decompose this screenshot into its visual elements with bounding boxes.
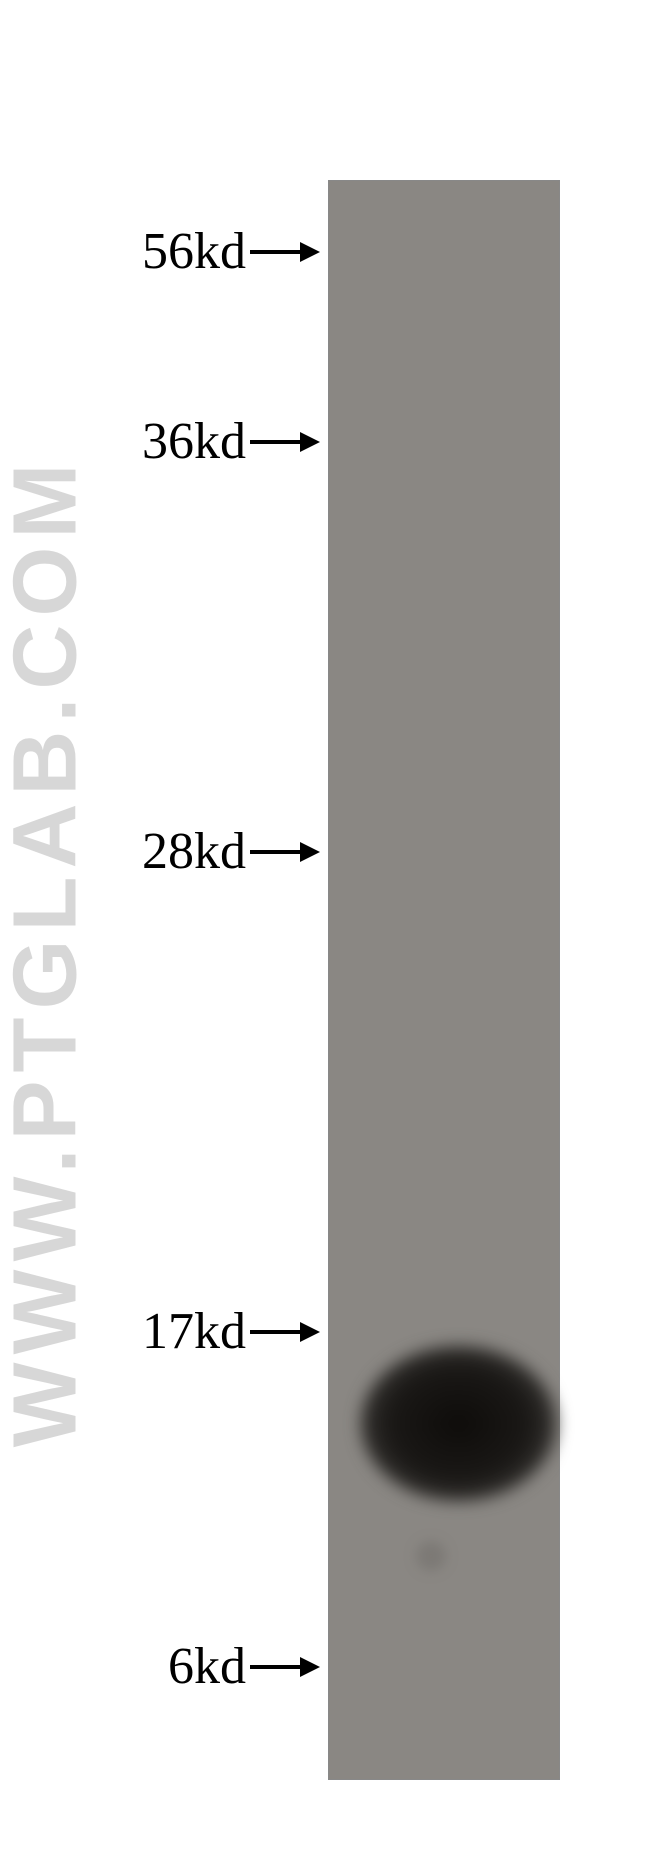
arrow-icon bbox=[250, 427, 320, 457]
marker-text: 56kd bbox=[142, 222, 246, 281]
marker-text: 28kd bbox=[142, 822, 246, 881]
arrow-icon bbox=[250, 1652, 320, 1682]
faint-spot bbox=[416, 1541, 446, 1571]
marker-text: 6kd bbox=[168, 1637, 246, 1696]
blot-lane bbox=[328, 180, 560, 1780]
protein-band bbox=[361, 1346, 556, 1501]
watermark-text: WWW.PTGLAB.COM bbox=[0, 456, 97, 1448]
arrow-icon bbox=[250, 1317, 320, 1347]
arrow-icon bbox=[250, 237, 320, 267]
marker-56kd: 56kd bbox=[35, 222, 320, 281]
arrow-icon bbox=[250, 837, 320, 867]
marker-text: 17kd bbox=[142, 1302, 246, 1361]
blot-figure: WWW.PTGLAB.COM 56kd 36kd 28kd 17kd bbox=[0, 0, 650, 1855]
marker-36kd: 36kd bbox=[35, 412, 320, 471]
watermark-label: WWW.PTGLAB.COM bbox=[0, 456, 95, 1448]
marker-17kd: 17kd bbox=[35, 1302, 320, 1361]
marker-28kd: 28kd bbox=[35, 822, 320, 881]
marker-6kd: 6kd bbox=[60, 1637, 320, 1696]
marker-text: 36kd bbox=[142, 412, 246, 471]
